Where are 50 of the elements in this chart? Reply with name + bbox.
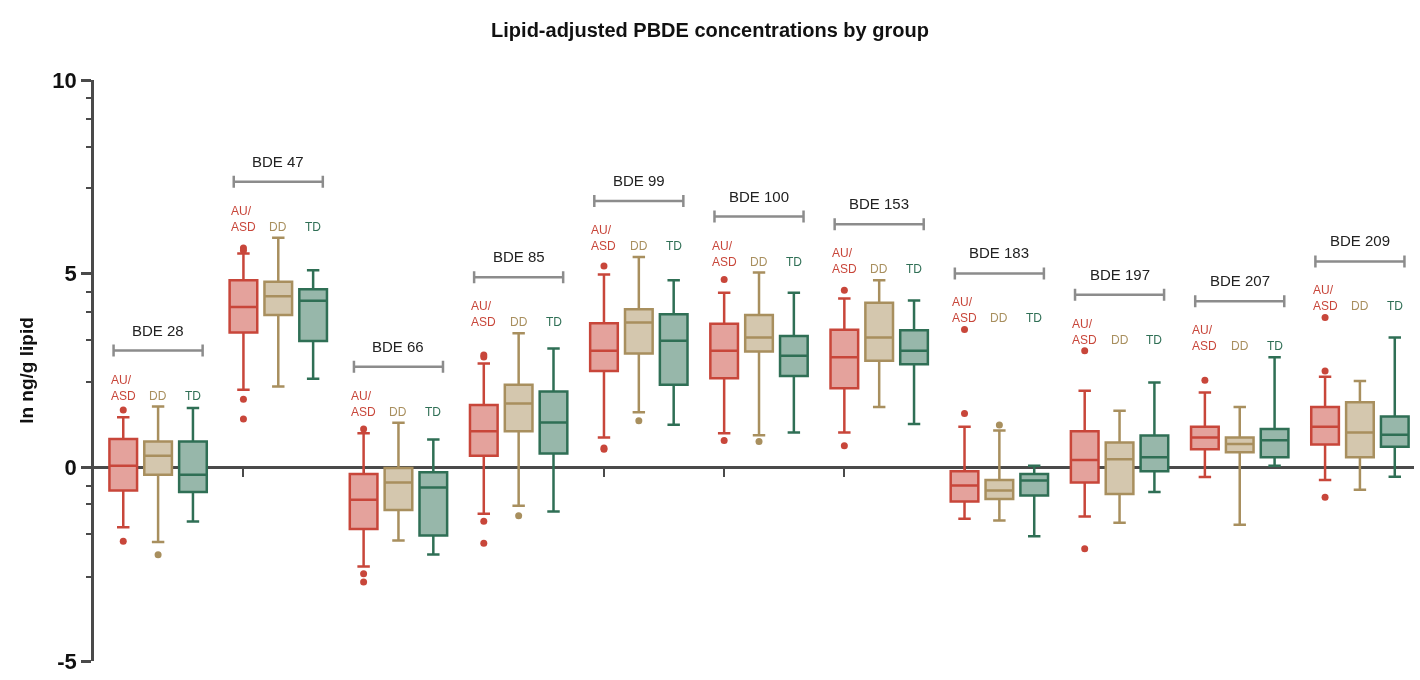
text: AU/ASD [1313, 283, 1338, 313]
text: TD [666, 239, 682, 253]
y-axis-title: ln ng/g lipid [16, 317, 38, 424]
x-tick-label: BDE 153 [849, 195, 910, 212]
text: DD [1111, 333, 1129, 347]
text: AU/ASD [712, 239, 737, 269]
text: TD [906, 262, 922, 276]
text: AU/ASD [591, 223, 616, 253]
text: AU/ASD [1072, 317, 1097, 347]
x-tick-label: BDE 85 [493, 248, 545, 265]
x-tick-label: BDE 183 [969, 244, 1030, 261]
text: AU/ASD [111, 373, 137, 403]
text: DD [389, 405, 407, 419]
text: TD [1267, 339, 1283, 353]
text: AU/ASD [471, 299, 496, 329]
y-tick-label: 10 [52, 67, 77, 93]
text: TD [425, 405, 441, 419]
text: DD [1231, 339, 1249, 353]
text: AU/ASD [832, 246, 857, 276]
text: DD [750, 255, 768, 269]
text: AU/ASD [351, 389, 376, 419]
text: TD [1146, 333, 1162, 347]
x-tick-label: BDE 47 [252, 153, 304, 170]
text: TD [546, 315, 562, 329]
x-tick-label: BDE 100 [729, 188, 790, 205]
x-tick-label: BDE 209 [1330, 232, 1391, 249]
text: AU/ASD [1192, 323, 1217, 353]
text: DD [269, 220, 287, 234]
y-tick-label: 5 [64, 261, 77, 287]
text: DD [1351, 299, 1369, 313]
x-tick-label: BDE 99 [613, 172, 665, 189]
chart-title: Lipid-adjusted PBDE concentrations by group [491, 19, 929, 41]
y-tick-label: -5 [57, 648, 77, 674]
text: DD [630, 239, 648, 253]
text: DD [990, 311, 1008, 325]
x-tick-label: BDE 66 [372, 338, 424, 355]
y-tick-label: 0 [64, 455, 77, 481]
text: TD [185, 389, 202, 403]
x-tick-label: BDE 197 [1090, 266, 1151, 283]
text: DD [149, 389, 167, 403]
text: AU/ASD [952, 295, 977, 325]
text: TD [1026, 311, 1042, 325]
text: TD [1387, 299, 1403, 313]
text: TD [786, 255, 802, 269]
x-tick-label: BDE 28 [132, 322, 184, 339]
text: DD [510, 315, 528, 329]
text: TD [305, 220, 321, 234]
x-tick-label: BDE 207 [1210, 272, 1271, 289]
text: DD [870, 262, 888, 276]
text: AU/ASD [231, 204, 256, 234]
